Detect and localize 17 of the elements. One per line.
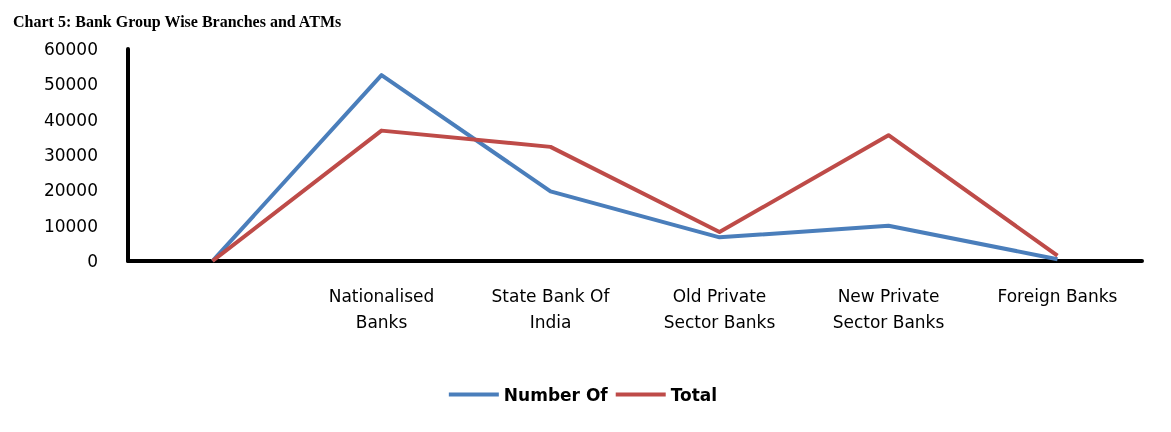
line-series xyxy=(210,73,1060,263)
y-tick-label: 60000 xyxy=(43,39,98,59)
legend-label: Total xyxy=(670,384,718,405)
y-tick-label: 30000 xyxy=(43,145,98,165)
x-tick-label: State Bank Of India xyxy=(491,286,611,332)
line-series xyxy=(210,128,1060,263)
x-tick-label: Foreign Banks xyxy=(997,286,1118,306)
x-tick-label: Nationalised Banks xyxy=(328,286,435,332)
y-tick-label: 10000 xyxy=(43,215,98,236)
x-tick-label: Old Private Sector Banks xyxy=(663,286,776,332)
y-tick-label: 0 xyxy=(87,251,98,271)
y-tick-label: 40000 xyxy=(43,109,98,130)
y-tick-label: 20000 xyxy=(43,180,98,201)
chart-title: Chart 5: Bank Group Wise Branches and ATMs xyxy=(13,12,342,31)
x-tick-label: New Private Sector Banks xyxy=(832,286,945,332)
y-tick-label: 50000 xyxy=(43,74,98,95)
legend-label: Number Of xyxy=(503,384,609,405)
